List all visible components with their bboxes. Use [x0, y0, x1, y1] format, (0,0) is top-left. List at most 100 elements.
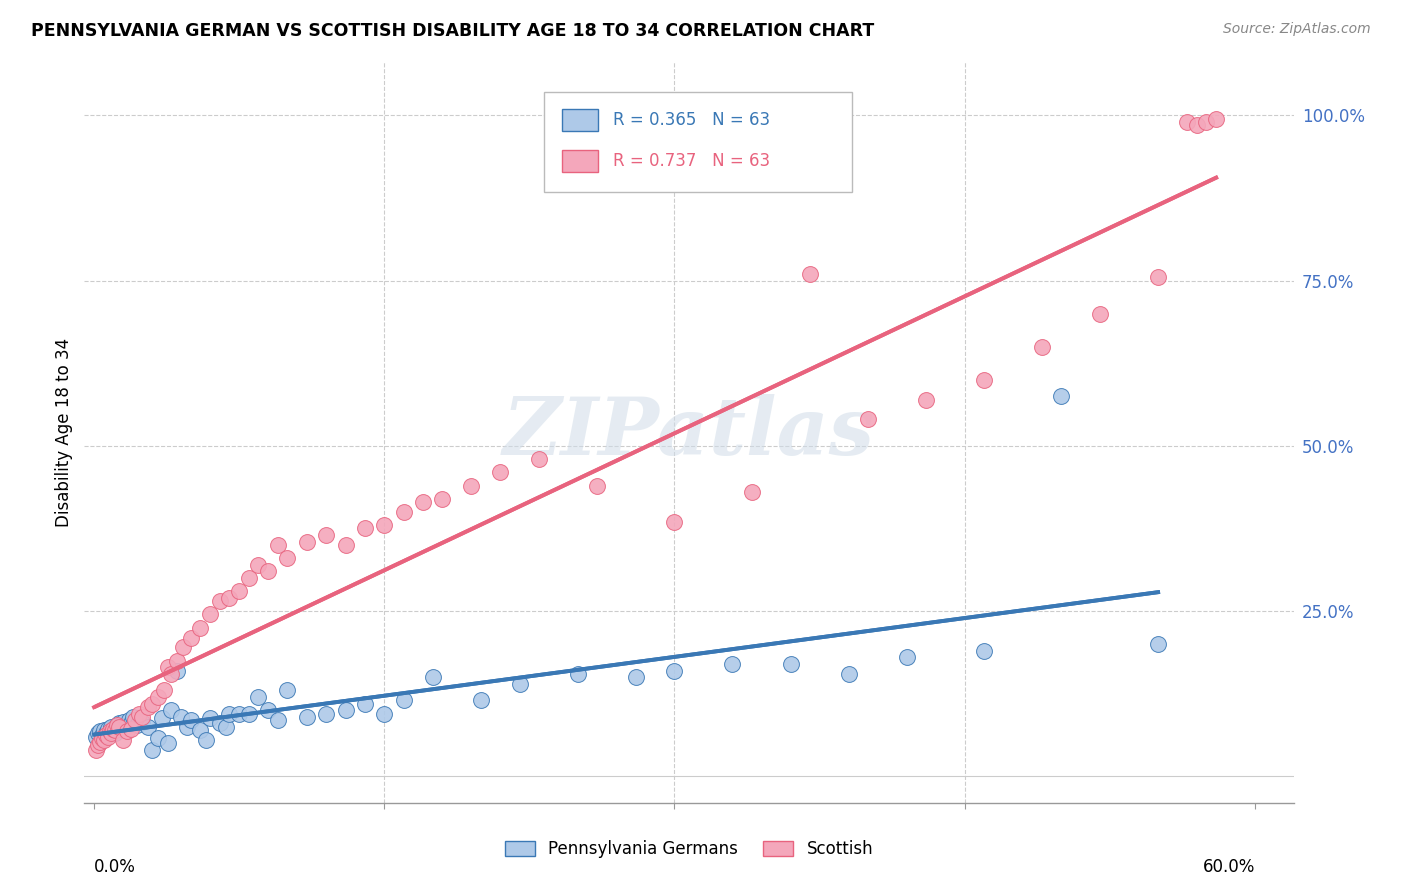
Point	[218, 591, 240, 605]
Point	[896, 650, 918, 665]
Point	[180, 713, 202, 727]
Point	[131, 715, 153, 730]
Text: 0.0%: 0.0%	[94, 858, 136, 876]
Point	[125, 718, 148, 732]
Point	[128, 706, 150, 721]
Point	[1185, 118, 1208, 132]
Point	[392, 505, 415, 519]
Point	[567, 666, 589, 681]
Point	[267, 713, 290, 727]
Point	[152, 683, 174, 698]
Point	[176, 720, 198, 734]
Text: R = 0.737   N = 63: R = 0.737 N = 63	[613, 152, 770, 169]
Point	[112, 715, 135, 730]
Point	[84, 730, 107, 744]
Point	[166, 654, 188, 668]
Point	[799, 267, 821, 281]
Point	[315, 528, 337, 542]
Point	[238, 571, 260, 585]
Point	[190, 723, 212, 737]
Point	[238, 706, 260, 721]
Point	[218, 706, 240, 721]
Point	[509, 677, 531, 691]
Y-axis label: Disability Age 18 to 34: Disability Age 18 to 34	[55, 338, 73, 527]
Point	[586, 478, 609, 492]
Point	[973, 644, 995, 658]
Point	[120, 716, 142, 731]
Text: PENNSYLVANIA GERMAN VS SCOTTISH DISABILITY AGE 18 TO 34 CORRELATION CHART: PENNSYLVANIA GERMAN VS SCOTTISH DISABILI…	[31, 22, 875, 40]
Point	[392, 693, 415, 707]
Text: R = 0.365   N = 63: R = 0.365 N = 63	[613, 112, 770, 129]
Point	[190, 621, 212, 635]
Point	[108, 720, 131, 734]
Text: 60.0%: 60.0%	[1202, 858, 1254, 876]
Point	[104, 723, 127, 737]
Point	[214, 720, 236, 734]
Point	[118, 713, 141, 727]
Point	[89, 735, 111, 749]
Point	[150, 711, 173, 725]
Point	[170, 710, 193, 724]
Point	[108, 716, 131, 731]
Point	[105, 718, 128, 732]
Point	[97, 730, 120, 744]
Legend: Pennsylvania Germans, Scottish: Pennsylvania Germans, Scottish	[498, 833, 880, 865]
Point	[124, 713, 146, 727]
Point	[228, 584, 250, 599]
Point	[98, 724, 121, 739]
Point	[335, 703, 357, 717]
Point	[1195, 115, 1218, 129]
Point	[115, 718, 138, 732]
Point	[315, 706, 337, 721]
Point	[1147, 270, 1170, 285]
Point	[115, 724, 138, 739]
Point	[98, 724, 121, 739]
FancyBboxPatch shape	[544, 92, 852, 192]
Text: Source: ZipAtlas.com: Source: ZipAtlas.com	[1223, 22, 1371, 37]
Point	[172, 640, 194, 655]
Point	[432, 491, 454, 506]
Point	[100, 726, 122, 740]
Point	[489, 465, 512, 479]
Point	[195, 733, 218, 747]
Point	[527, 452, 550, 467]
Point	[112, 733, 135, 747]
Point	[247, 558, 270, 572]
Point	[121, 710, 143, 724]
Point	[90, 731, 112, 745]
Point	[146, 690, 169, 704]
Point	[915, 392, 938, 407]
Point	[664, 664, 686, 678]
Point	[295, 534, 318, 549]
Point	[228, 706, 250, 721]
Point	[198, 711, 221, 725]
Point	[838, 666, 860, 681]
Point	[105, 718, 128, 732]
Point	[136, 700, 159, 714]
Point	[208, 594, 231, 608]
Text: ZIPatlas: ZIPatlas	[503, 394, 875, 471]
Point	[156, 736, 179, 750]
Point	[257, 565, 280, 579]
Point	[257, 703, 280, 717]
Point	[87, 738, 110, 752]
Point	[198, 607, 221, 622]
Point	[208, 716, 231, 731]
Point	[104, 726, 127, 740]
FancyBboxPatch shape	[562, 109, 599, 131]
Point	[276, 683, 298, 698]
Point	[373, 518, 395, 533]
Point	[664, 515, 686, 529]
Point	[1088, 307, 1111, 321]
Point	[166, 664, 188, 678]
Point	[267, 538, 290, 552]
Point	[624, 670, 647, 684]
Point	[160, 666, 183, 681]
Point	[93, 733, 115, 747]
Point	[100, 720, 122, 734]
Point	[779, 657, 801, 671]
Point	[93, 723, 115, 737]
Point	[373, 706, 395, 721]
Point	[1205, 112, 1227, 126]
Point	[110, 722, 132, 736]
